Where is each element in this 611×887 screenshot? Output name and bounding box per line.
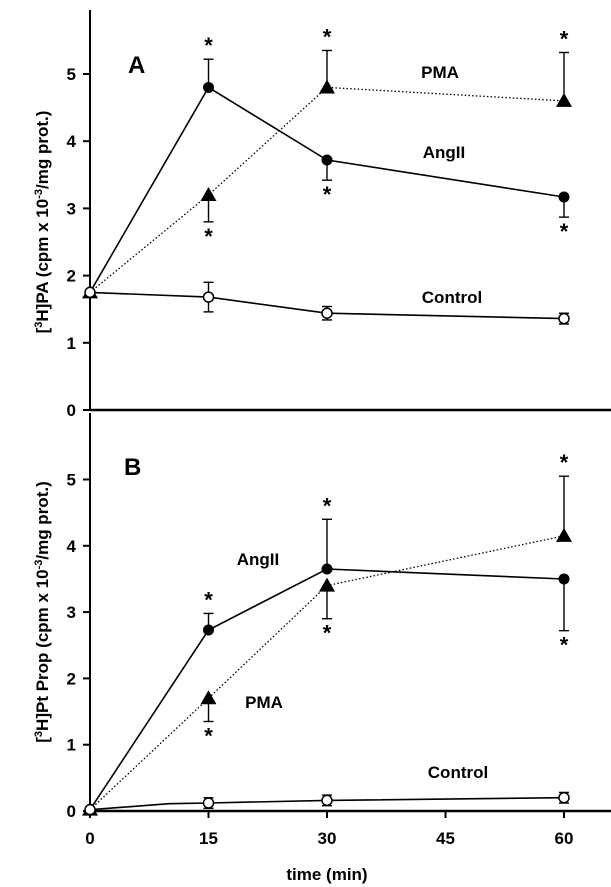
panel-b-pma-significance-star: * bbox=[323, 621, 332, 646]
panel-a-y-tick-label: 5 bbox=[67, 65, 76, 84]
panel-a-letter: A bbox=[128, 52, 145, 79]
panel-b-angii-point bbox=[558, 573, 570, 585]
panel-a: A [3H]PA (cpm x 10-3/mg prot.) 0 1 2 3 4 5 * * *… bbox=[33, 10, 611, 420]
panel-a-pma-point bbox=[200, 186, 217, 201]
panel-a-pma-point bbox=[319, 79, 335, 94]
panel-b-x-tick-label: 15 bbox=[199, 829, 218, 848]
panel-b-angii-line bbox=[89, 568, 565, 811]
panel-b-angii-point bbox=[321, 563, 333, 575]
panel-a-control-point bbox=[558, 312, 570, 325]
panel-b-angii-point bbox=[203, 624, 214, 636]
panel-a-angii-point bbox=[321, 154, 333, 166]
panel-a-control-point bbox=[321, 307, 333, 319]
panel-b-pma-point bbox=[556, 527, 572, 542]
panel-b-x-tick-label: 45 bbox=[436, 829, 455, 848]
panel-a-control-point bbox=[84, 286, 96, 299]
panel-a-y-tick-label: 3 bbox=[67, 199, 76, 218]
panel-a-ylabel: [3H]PA (cpm x 10-3/mg prot.) bbox=[33, 111, 52, 334]
panel-a-control-line bbox=[89, 291, 565, 320]
panel-b-control-point bbox=[84, 803, 96, 816]
panel-b-y-tick-label: 3 bbox=[67, 603, 76, 622]
panel-b-angii-significance-star: * bbox=[323, 493, 332, 518]
panel-b-control-label: Control bbox=[428, 763, 488, 782]
x-axis-title: time (min) bbox=[286, 865, 367, 884]
panel-b-angii-significance-star: * bbox=[560, 633, 569, 658]
panel-b-letter: B bbox=[124, 454, 141, 481]
panel-b-x-tick-label: 30 bbox=[318, 829, 337, 848]
panel-a-angii-significance-star: * bbox=[204, 33, 213, 58]
panel-b-pma-label: PMA bbox=[245, 693, 283, 712]
panel-b-y-tick-label: 5 bbox=[67, 471, 76, 490]
panel-b: B [3H]Pt Prop (cpm x 10-3/mg prot.) time… bbox=[33, 413, 611, 884]
panel-a-pma-significance-star: * bbox=[204, 224, 213, 249]
panel-b-y-tick-label: 2 bbox=[67, 669, 76, 688]
panel-b-pma-line bbox=[89, 535, 565, 811]
panel-a-pma-label: PMA bbox=[421, 63, 459, 82]
panel-a-y-tick-label: 0 bbox=[67, 401, 76, 420]
panel-a-angii-point bbox=[203, 81, 214, 93]
panel-a-angii-point bbox=[558, 191, 570, 203]
panel-b-pma-point bbox=[200, 690, 217, 705]
panel-b-y-tick-label: 4 bbox=[67, 537, 77, 556]
panel-b-angii-label: AngII bbox=[237, 550, 280, 569]
panel-b-control-point bbox=[202, 797, 215, 809]
panel-a-control-label: Control bbox=[422, 288, 482, 307]
panel-b-control-point bbox=[558, 791, 570, 804]
panel-a-pma-significance-star: * bbox=[323, 24, 332, 49]
panel-a-angii-line bbox=[89, 86, 565, 293]
panel-a-y-tick-label: 4 bbox=[67, 132, 77, 151]
panel-b-ylabel: [3H]Pt Prop (cpm x 10-3/mg prot.) bbox=[33, 481, 52, 743]
panel-a-angii-label: AngII bbox=[423, 143, 466, 162]
panel-b-angii-significance-star: * bbox=[204, 587, 213, 612]
panel-b-control-point bbox=[321, 794, 333, 807]
panel-b-pma-significance-star: * bbox=[204, 723, 213, 748]
panel-a-pma-line bbox=[89, 86, 565, 293]
panel-b-pma-significance-star: * bbox=[560, 450, 569, 475]
panel-a-angii-significance-star: * bbox=[323, 182, 332, 207]
panel-b-y-tick-label: 1 bbox=[67, 736, 76, 755]
panel-b-x-tick-label: 60 bbox=[555, 829, 574, 848]
panel-b-x-tick-label: 0 bbox=[85, 829, 94, 848]
panel-a-pma-significance-star: * bbox=[560, 26, 569, 51]
panel-b-y-tick-label: 0 bbox=[67, 802, 76, 821]
panel-a-y-tick-label: 1 bbox=[67, 334, 76, 353]
panel-a-y-tick-label: 2 bbox=[67, 267, 76, 286]
panel-a-control-point bbox=[202, 291, 215, 303]
panel-b-pma-point bbox=[319, 577, 335, 592]
panel-a-pma-point bbox=[556, 92, 572, 107]
panel-a-angii-significance-star: * bbox=[560, 219, 569, 244]
